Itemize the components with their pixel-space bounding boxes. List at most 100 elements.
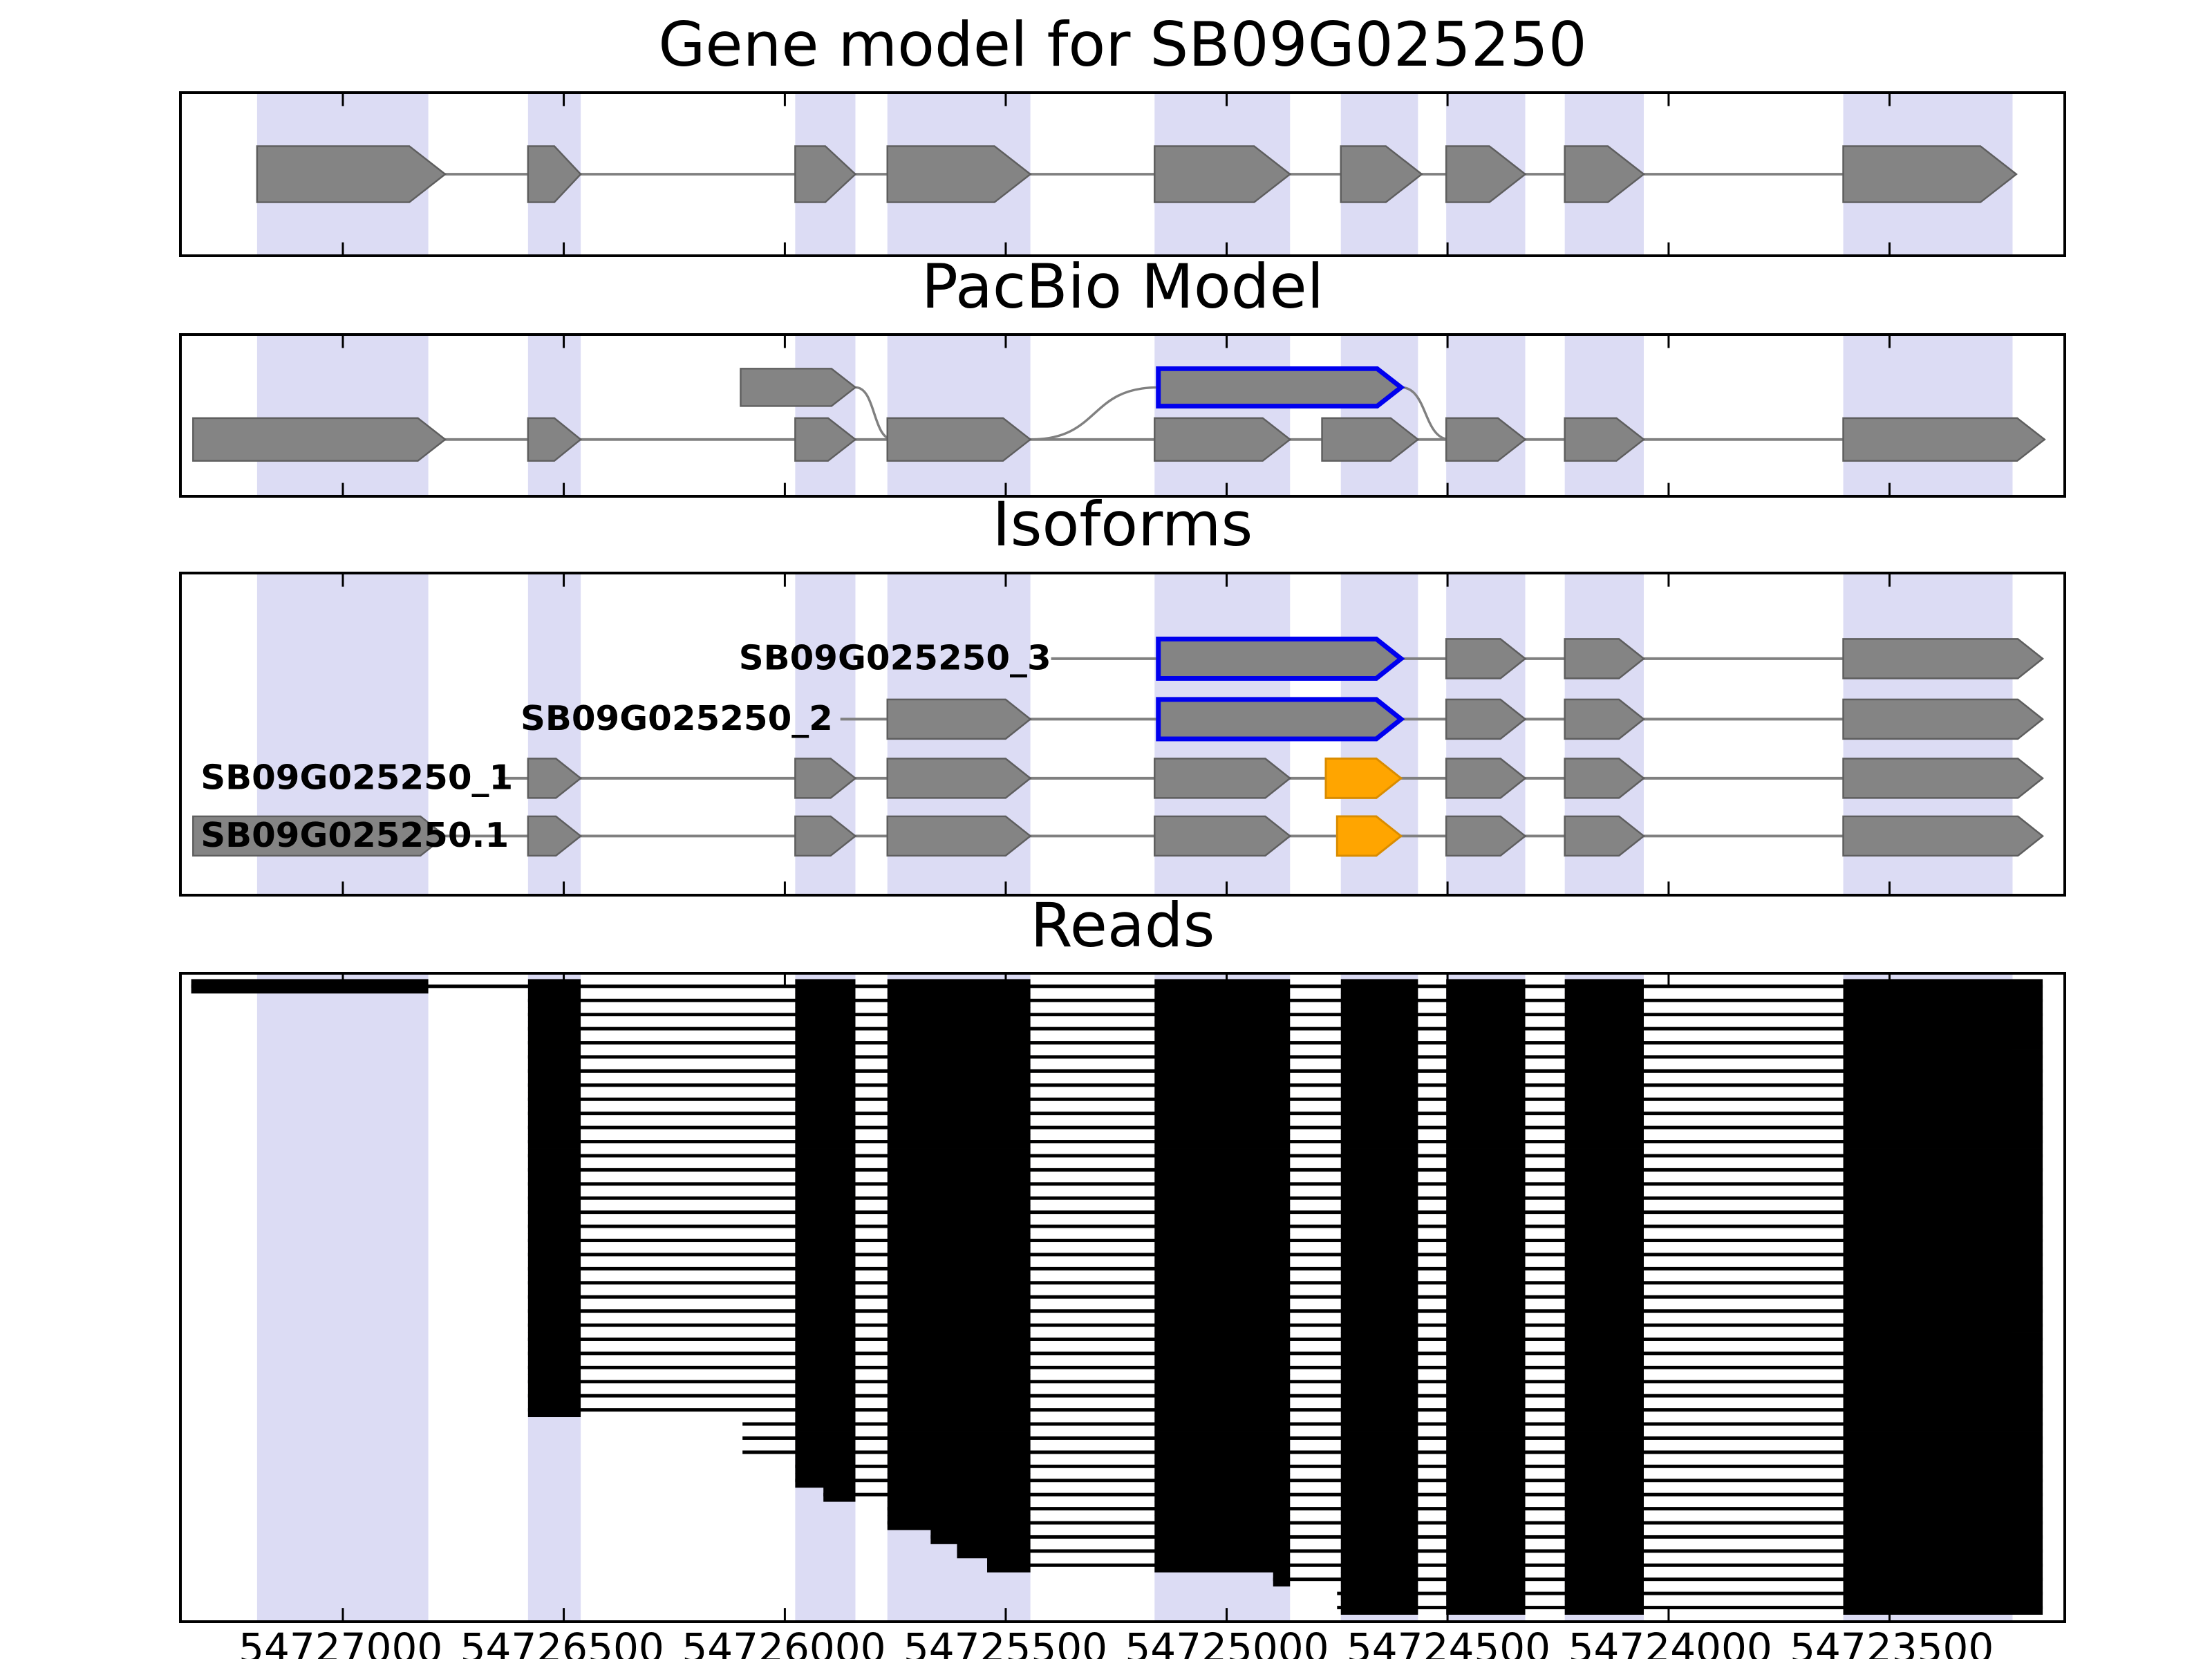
read-exon-block <box>1843 1487 2043 1502</box>
highlight-band <box>1564 336 1644 495</box>
read <box>527 1233 2043 1248</box>
read <box>957 1544 2043 1559</box>
read-exon-block <box>527 1219 581 1234</box>
exon <box>1842 145 2018 203</box>
read-exon-block <box>1340 1177 1418 1192</box>
read-exon-block <box>1446 1557 1526 1573</box>
axis-ticks <box>341 336 1891 495</box>
exon <box>1564 758 1645 799</box>
read-exon-block <box>1564 1388 1644 1403</box>
read-exon-block <box>887 1035 1031 1050</box>
exon <box>1154 417 1292 462</box>
read-exon-block <box>1564 1530 1644 1544</box>
exon <box>527 417 583 462</box>
read-exon-block <box>1446 1445 1526 1460</box>
isoform-row: SB09G025250_3 <box>739 636 2045 681</box>
read-exon-block <box>1154 1275 1291 1291</box>
read-exon-block <box>1843 1318 2043 1333</box>
exon <box>1564 815 1645 857</box>
read-exon-block <box>1446 1431 1526 1445</box>
read-exon-block <box>1340 1530 1418 1544</box>
read-exon-block <box>1843 1021 2043 1036</box>
read-exon-block <box>887 1318 1031 1333</box>
read-exon-block <box>1154 1515 1291 1530</box>
read-exon-block <box>795 1219 856 1234</box>
x-tick-label: 54726000 <box>682 1624 886 1659</box>
read-exon-block <box>887 1078 1031 1093</box>
read-exon-block <box>1273 1572 1291 1587</box>
read <box>1337 1600 2043 1615</box>
read-exon-block <box>1843 1416 2043 1432</box>
read-exon-block <box>1564 1007 1644 1022</box>
read-exon-block <box>1446 1190 1526 1206</box>
exon <box>192 417 447 462</box>
read-exon-block <box>1564 1544 1644 1559</box>
read-exon-block <box>1564 1247 1644 1262</box>
read-exon-block <box>1340 1360 1418 1375</box>
read-exon-block <box>1340 1205 1418 1220</box>
read-exon-block <box>527 1388 581 1403</box>
read-exon-block <box>1843 1388 2043 1403</box>
panel-title-reads: Reads <box>1030 890 1215 961</box>
read-exon-block <box>1843 1233 2043 1248</box>
read-exon-block <box>795 1021 856 1036</box>
exon <box>1154 758 1292 799</box>
exon <box>192 815 447 857</box>
read-exon-block <box>1843 1049 2043 1065</box>
read-exon-block <box>1843 1148 2043 1163</box>
read-exon-block <box>887 1205 1031 1220</box>
read-exon-block <box>527 1261 581 1276</box>
read-exon-block <box>887 1445 1031 1460</box>
exon <box>1842 417 2046 462</box>
read-exon-block <box>1446 979 1526 994</box>
read-exon-block <box>1564 1346 1644 1361</box>
read-exon-block <box>1564 1459 1644 1474</box>
read <box>795 1459 2043 1474</box>
exon <box>1445 758 1527 799</box>
read-exon-block <box>1154 1007 1291 1022</box>
read-exon-block <box>1843 1078 2043 1093</box>
read-exon-block <box>887 1416 1031 1432</box>
read-exon-block <box>795 1289 856 1304</box>
isoform-label: SB09G025250_3 <box>739 638 1051 678</box>
read-exon-block <box>1446 1318 1526 1333</box>
read-exon-block <box>1564 1487 1644 1502</box>
read-exon-block <box>887 1515 1031 1530</box>
read-exon-block <box>887 1374 1031 1389</box>
exon <box>1340 145 1423 203</box>
read-exon-block <box>795 1063 856 1078</box>
read-exon-block <box>1843 1403 2043 1418</box>
read-exon-block <box>887 1177 1031 1192</box>
exon <box>1564 638 1645 679</box>
reads-content <box>191 979 2043 1615</box>
read-exon-block <box>527 1233 581 1248</box>
read-exon-block <box>823 1487 856 1502</box>
read-exon-block <box>1154 1078 1291 1093</box>
read-exon-block <box>527 1289 581 1304</box>
read-exon-block <box>1154 1063 1291 1078</box>
panel-pacbio-model <box>179 333 2066 498</box>
read-exon-block <box>887 1459 1031 1474</box>
read-exon-block <box>887 1501 1031 1516</box>
read-exon-block <box>1154 979 1291 994</box>
x-tick-label: 54727000 <box>238 1624 443 1659</box>
read <box>527 1275 2043 1291</box>
read-exon-block <box>1154 1416 1291 1432</box>
read-exon-block <box>887 1148 1031 1163</box>
read-exon-block <box>795 1162 856 1177</box>
read-exon-block <box>1154 1544 1291 1559</box>
read-exon-block <box>527 1134 581 1149</box>
read-exon-block <box>1446 1403 1526 1418</box>
read-exon-block <box>1843 1544 2043 1559</box>
read-line <box>1337 1591 2043 1595</box>
read-exon-block <box>1154 1219 1291 1234</box>
read-exon-block <box>795 1091 856 1107</box>
read-exon-block <box>1340 1515 1418 1530</box>
read-exon-block <box>1154 1346 1291 1361</box>
read <box>527 1049 2043 1065</box>
read-exon-block <box>887 979 1031 994</box>
read-exon-block <box>1154 1247 1291 1262</box>
read-exon-block <box>1340 1021 1418 1036</box>
read-exon-block <box>795 1332 856 1347</box>
read-exon-block <box>1564 1332 1644 1347</box>
